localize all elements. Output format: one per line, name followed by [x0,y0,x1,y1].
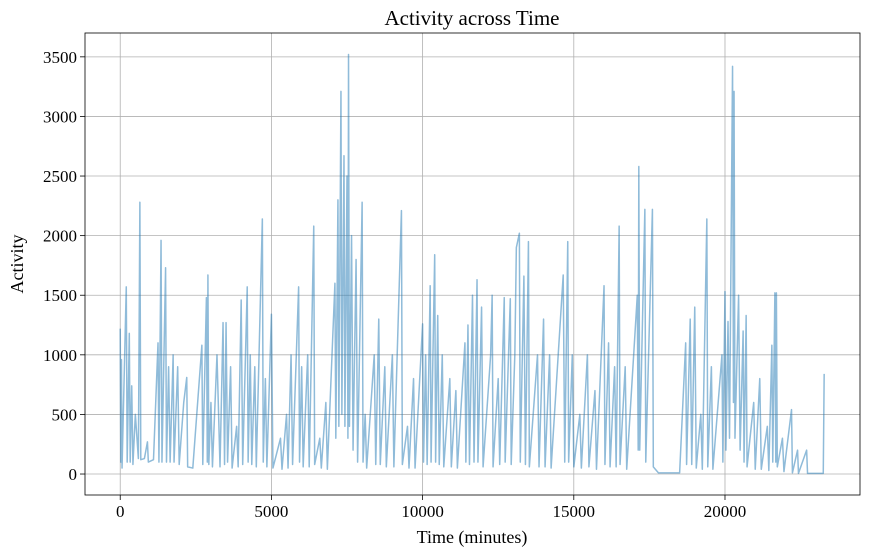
y-tick-label: 0 [69,465,78,484]
chart-title: Activity across Time [384,6,559,30]
y-tick-label: 2500 [43,167,77,186]
x-tick-label: 5000 [254,502,288,521]
x-tick-label: 15000 [553,502,596,521]
x-tick-label: 20000 [704,502,747,521]
y-axis-label: Activity [7,235,27,294]
x-tick-label: 0 [116,502,125,521]
y-tick-label: 1000 [43,346,77,365]
data-line [119,53,825,475]
y-tick-label: 3500 [43,48,77,67]
y-tick-label: 1500 [43,286,77,305]
x-tick-label: 10000 [401,502,444,521]
x-axis-label: Time (minutes) [417,527,528,548]
plot-frame [84,32,861,496]
y-tick-label: 500 [52,405,78,424]
y-tick-label: 3000 [43,107,77,126]
y-tick-label: 2000 [43,227,77,246]
